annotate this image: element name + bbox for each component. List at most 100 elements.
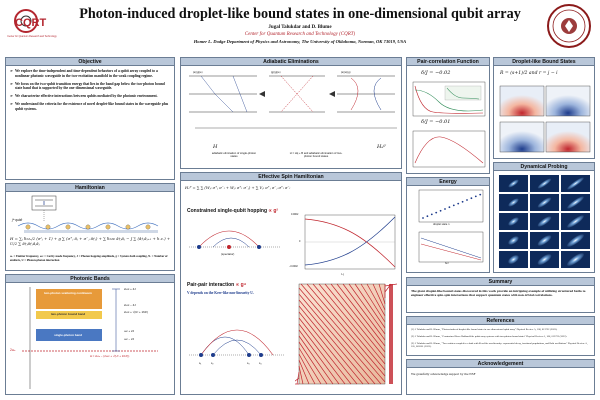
pair-corr-plot-2 xyxy=(412,130,486,168)
university-seal xyxy=(547,4,591,48)
energy-point xyxy=(430,213,433,216)
heatmap-stripe xyxy=(298,293,376,385)
energy-point xyxy=(448,206,451,209)
objective-item: We focus on the two-qubit transition ene… xyxy=(10,82,170,91)
spectator-label: (spectator) xyxy=(221,252,235,256)
band-level-label: ωᴄ + 2J xyxy=(124,329,135,333)
heatmap-stripe xyxy=(318,283,386,365)
summary-panel: Summary The giant droplet-like bound sta… xyxy=(406,277,595,313)
heatmap-stripe xyxy=(360,283,386,323)
dynamical-panel: Dynamical Probing xyxy=(493,162,595,273)
energy-point xyxy=(474,195,477,198)
heff-label: Hₑᶠᶠ xyxy=(377,144,386,150)
energy-point xyxy=(435,211,438,214)
heatmap-stripe xyxy=(298,329,340,385)
dynamical-blob xyxy=(508,198,519,207)
hamiltonian-equation: H = ∑ⱼ ℏωₑ/2 (σᶻⱼ + 1) + g ∑ (σ⁺ⱼ âⱼ + σ… xyxy=(10,236,171,246)
heatmap-stripe xyxy=(298,287,382,385)
site-label: s₁ xyxy=(199,361,202,365)
hamiltonian-heading: Hamiltonian xyxy=(6,184,174,192)
effective-panel: Effective Spin Hamiltonian Hₑᶠᶠ = ∑ ∑ (W… xyxy=(180,172,402,395)
heatmap-stripe xyxy=(298,323,346,385)
heatmap-stripe xyxy=(372,283,386,311)
heatmap-stripe xyxy=(298,299,370,385)
dynamical-blob xyxy=(508,179,519,188)
energy-point xyxy=(479,193,482,196)
acknowledgement-heading: Acknowledgement xyxy=(407,360,594,368)
heatmap-stripe xyxy=(298,317,352,385)
energy-point xyxy=(422,217,424,219)
heatmap-stripe xyxy=(378,283,386,305)
references-panel: References [1] J. Talukdar and D. Blume,… xyxy=(406,316,595,356)
pair-corr-plot-1 xyxy=(412,81,486,117)
qubit-label: jᵗʰ qubit xyxy=(12,218,23,222)
y-tick-label: −0.0002 xyxy=(289,265,298,268)
band-level-label: ωᴄ − 2J xyxy=(124,337,135,341)
photonic-bands-diagram xyxy=(22,287,158,389)
svg-text:CQRT: CQRT xyxy=(15,17,46,29)
affiliation-center: Center for Quantum Research and Technolo… xyxy=(244,32,356,37)
qubit-array-diagram xyxy=(17,195,159,233)
energy-point xyxy=(466,199,468,201)
dynamical-blob xyxy=(508,255,519,264)
heatmap-stripe xyxy=(330,283,386,353)
h-label: H xyxy=(213,144,218,150)
summary-heading: Summary xyxy=(407,278,594,286)
energy-xlabel: droplet state n xyxy=(433,223,450,226)
state-label: |g⟩|g⟩|e⟩ xyxy=(271,71,281,74)
dynamical-grid xyxy=(499,175,590,268)
dynamical-blob xyxy=(537,216,552,227)
authors: Jugal Talukdar and D. Blume xyxy=(268,25,332,30)
objective-item: We characterize effective interactions b… xyxy=(10,94,170,99)
band-level-label: 2ωᴄ − 4J xyxy=(124,303,136,307)
droplet-plots xyxy=(499,85,591,153)
energy-point xyxy=(470,197,473,200)
dynamical-blob xyxy=(567,177,584,190)
poster-header: CQRT Center for Quantum Research and Tec… xyxy=(0,0,600,56)
heatmap-stripe xyxy=(298,305,364,385)
hopping-plot xyxy=(304,214,396,270)
heatmap-stripe xyxy=(298,359,310,385)
site-label: s₄ xyxy=(259,361,262,365)
caption-two-photon: H = Hq + B and adiabatic elimination of … xyxy=(289,152,343,158)
pair-interaction-heatmap xyxy=(295,283,398,385)
energy-point xyxy=(444,208,446,210)
heatmap-stripe xyxy=(306,283,386,377)
photonic-bands-heading: Photonic Bands xyxy=(6,275,174,283)
state-label: |e⟩|g⟩|e⟩ xyxy=(193,71,203,74)
references-heading: References xyxy=(407,317,594,325)
objective-item: We understand the criteria for the exist… xyxy=(10,102,170,111)
heatmap-stripe xyxy=(366,283,386,317)
site-label: s₃ xyxy=(247,361,250,365)
cqrt-logo: CQRT xyxy=(14,9,46,33)
heatmap-stripe xyxy=(298,311,358,385)
summary-text: The giant droplet-like bound states disc… xyxy=(411,289,586,298)
band-single-label: single-photon band xyxy=(54,333,82,337)
droplet-equation: R = (s+1)/2 and r = j − i xyxy=(500,71,558,76)
effective-heading: Effective Spin Hamiltonian xyxy=(181,173,401,181)
site-label: s₂ xyxy=(211,361,214,365)
affiliation-department: Homer L. Dodge Department of Physics and… xyxy=(193,38,407,44)
energy-xlabel-2: δ/J xyxy=(445,262,449,265)
acknowledgement-text: We gratefully acknowledge support by the… xyxy=(411,372,476,376)
pair-corr-param-2: δ/J = −0.01 xyxy=(421,119,451,125)
energy-heading: Energy xyxy=(407,178,489,186)
heatmap-stripe xyxy=(312,283,386,371)
objective-list: We explore the time-independent and time… xyxy=(6,66,174,118)
pair-diagram xyxy=(189,329,285,357)
hamiltonian-panel: Hamiltonian jᵗʰ qubit H = ∑ⱼ ℏωₑ/2 (σᶻⱼ … xyxy=(5,183,175,271)
adiabatic-heading: Adiabatic Eliminations xyxy=(181,58,401,66)
energy-point xyxy=(439,209,442,212)
dynamical-blob xyxy=(508,236,519,245)
pair-corr-param-1: δ/J = −0.02 xyxy=(421,70,451,76)
pair-correlation-panel: Pair-correlation Function δ/J = −0.02 δ/… xyxy=(406,57,490,174)
band-level-label: 2ωᴄ + √(U² + 16J²) xyxy=(124,310,149,314)
pair-heading: Pair-pair interaction ∝ g⁴ xyxy=(187,282,247,288)
reference-item: [2] J. Talukdar and D. Blume, "Constrain… xyxy=(411,335,567,338)
energy-point xyxy=(461,200,464,203)
pair-correlation-heading: Pair-correlation Function xyxy=(407,58,489,66)
heatmap-stripe xyxy=(336,283,386,347)
acknowledgement-panel: Acknowledgement We gratefully acknowledg… xyxy=(406,359,595,395)
dynamical-blob xyxy=(567,196,584,209)
dynamical-blob xyxy=(567,234,584,247)
